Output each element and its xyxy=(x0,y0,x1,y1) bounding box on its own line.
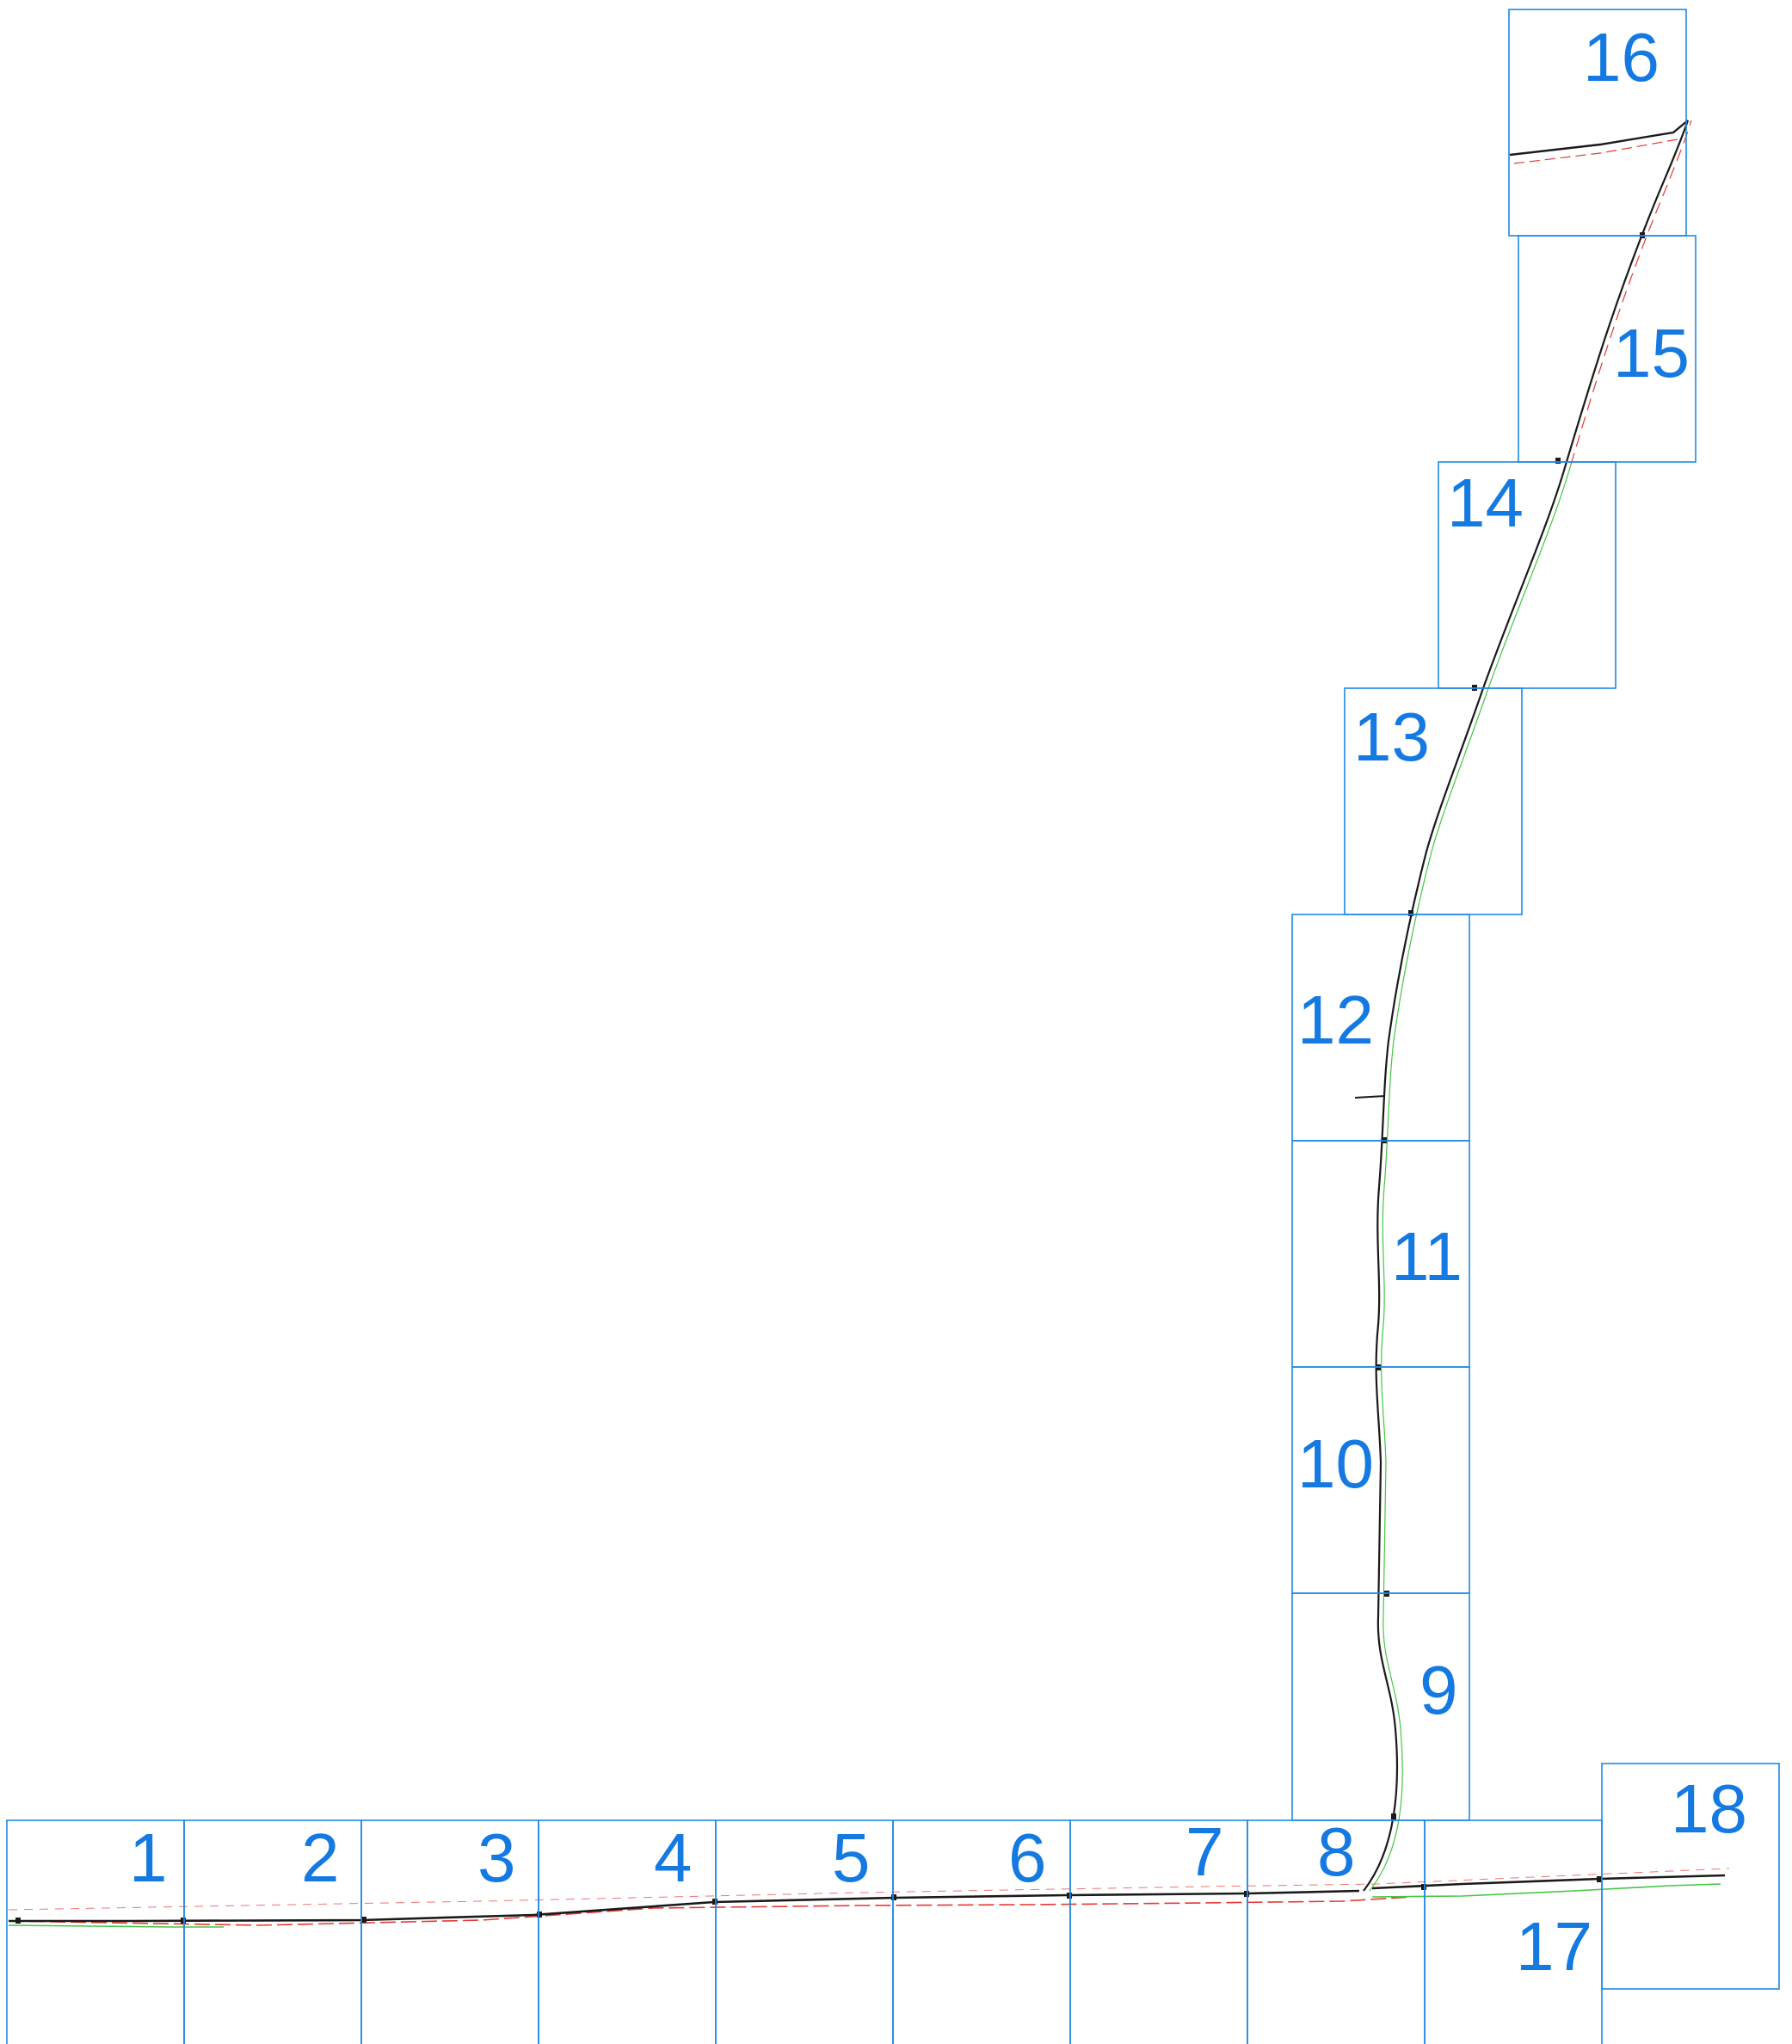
sheet-label-13: 13 xyxy=(1353,699,1430,775)
sheet-label-15: 15 xyxy=(1613,315,1690,391)
route-edge-green-2 xyxy=(1371,1883,1721,1898)
route-east-branch xyxy=(1371,1874,1726,1890)
sheet-frame-18 xyxy=(1601,1763,1780,1990)
sheet-frame-16 xyxy=(1508,9,1687,237)
route-edge-red-2 xyxy=(8,1868,1730,1911)
route-network xyxy=(8,120,1730,1928)
sheet-label-18: 18 xyxy=(1671,1770,1747,1847)
sheet-frame-13 xyxy=(1344,687,1523,915)
sheet-label-12: 12 xyxy=(1297,982,1374,1058)
route-spur xyxy=(1354,1095,1386,1099)
route-edge-green xyxy=(8,1924,224,1928)
sheet-label-6: 6 xyxy=(1008,1819,1047,1896)
sheet-label-3: 3 xyxy=(477,1819,516,1896)
route-main-vertical xyxy=(1363,120,1690,1892)
route-top-branch-red xyxy=(1513,139,1678,164)
sheet-frames xyxy=(6,9,1780,2044)
station-markers xyxy=(15,232,1645,1924)
sheet-label-16: 16 xyxy=(1583,19,1660,95)
sheet-label-17: 17 xyxy=(1516,1908,1592,1985)
sheet-label-5: 5 xyxy=(832,1819,871,1896)
route-vertical-red xyxy=(1570,120,1692,465)
sheet-label-4: 4 xyxy=(654,1819,693,1896)
sheet-labels: 1 2 3 4 5 6 7 8 9 10 11 12 13 14 15 16 1… xyxy=(129,19,1747,1985)
sheet-label-1: 1 xyxy=(129,1819,168,1896)
route-edge-red xyxy=(8,1896,1412,1926)
sheet-label-10: 10 xyxy=(1297,1425,1374,1502)
sheet-label-14: 14 xyxy=(1447,465,1524,541)
sheet-label-7: 7 xyxy=(1185,1813,1224,1890)
sheet-label-11: 11 xyxy=(1391,1218,1463,1295)
sheet-label-2: 2 xyxy=(301,1819,340,1896)
route-top-branch xyxy=(1509,120,1689,157)
sheet-label-8: 8 xyxy=(1317,1813,1356,1890)
route-vertical-offset xyxy=(1369,464,1572,1892)
sheet-label-9: 9 xyxy=(1419,1652,1458,1728)
